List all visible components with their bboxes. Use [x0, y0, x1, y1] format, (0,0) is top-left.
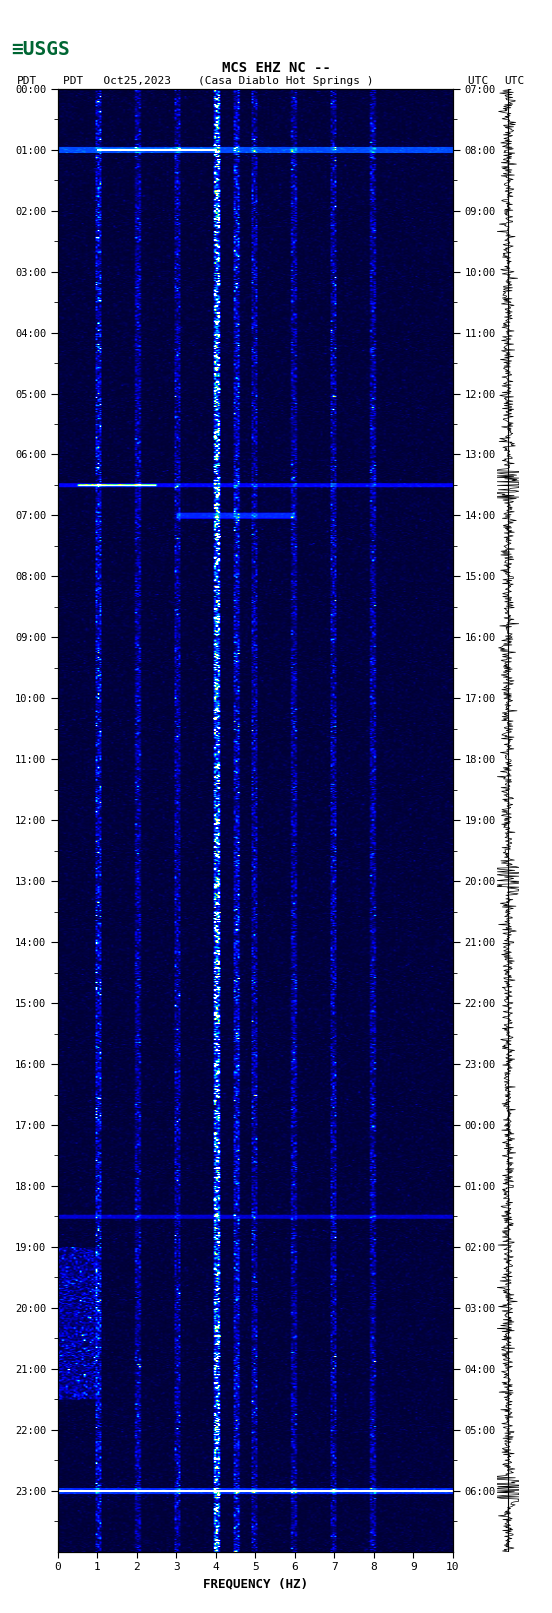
Text: UTC: UTC — [504, 76, 524, 85]
X-axis label: FREQUENCY (HZ): FREQUENCY (HZ) — [203, 1578, 308, 1590]
Text: ≡USGS: ≡USGS — [11, 40, 70, 60]
Text: PDT   Oct25,2023    (Casa Diablo Hot Springs )              UTC: PDT Oct25,2023 (Casa Diablo Hot Springs … — [63, 76, 489, 85]
Text: MCS EHZ NC --: MCS EHZ NC -- — [221, 61, 331, 74]
Text: PDT: PDT — [17, 76, 37, 85]
